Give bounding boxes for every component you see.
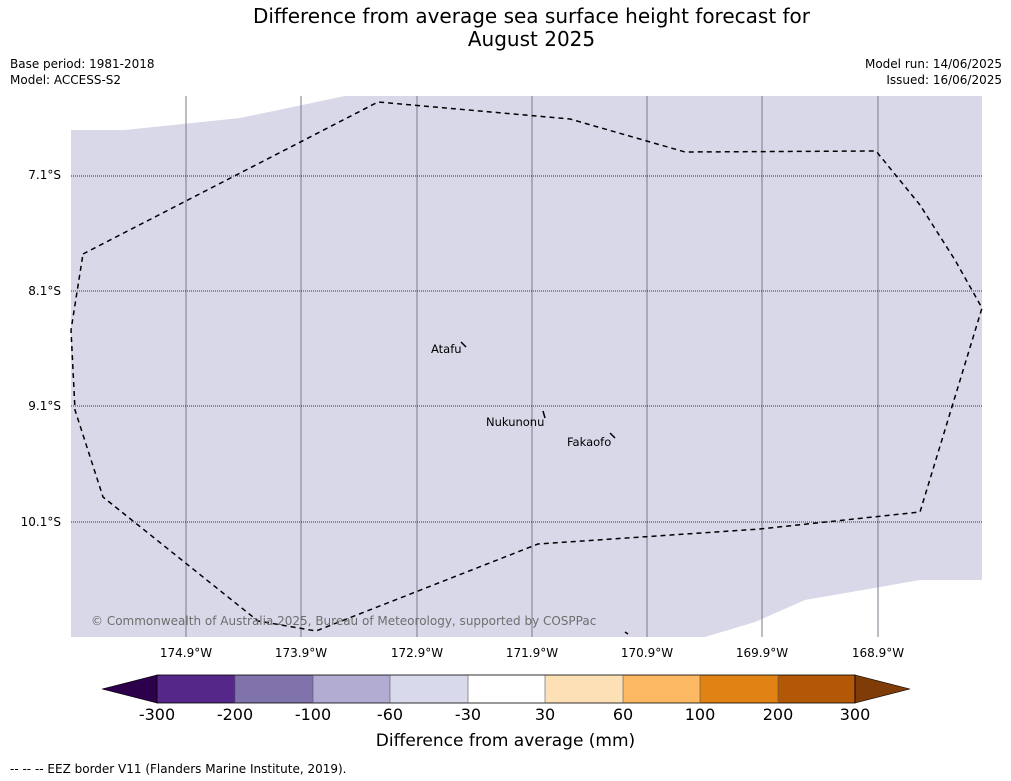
lon-label-170-9: 170.9°W [620, 646, 674, 660]
chart-title: Difference from average sea surface heig… [0, 5, 1011, 51]
base-period: Base period: 1981-2018 [10, 57, 155, 71]
model-name: Model: ACCESS-S2 [10, 73, 122, 87]
atafu-island-mark [460, 341, 467, 348]
meridian-gridlines [185, 96, 879, 637]
colorbar-tick-label: 100 [684, 705, 716, 724]
issued-date: Issued: 16/06/2025 [886, 73, 1002, 87]
eez-border [70, 101, 983, 632]
lon-label-173-9: 173.9°W [274, 646, 328, 660]
colorbar-tick-label: -300 [138, 705, 176, 724]
copyright-notice: © Commonwealth of Australia 2025, Bureau… [91, 614, 597, 628]
lon-label-172-9: 172.9°W [390, 646, 444, 660]
colorbar-tick-label: 200 [762, 705, 794, 724]
eez-legend-note: -- -- -- EEZ border V11 (Flanders Marine… [10, 762, 347, 776]
lat-label-8-1: 8.1°S [28, 284, 61, 298]
colorbar-extend-low [101, 674, 158, 704]
lon-label-168-9: 168.9°W [851, 646, 905, 660]
colorbar-bin-1 [157, 675, 235, 703]
colorbar-tick-label: 30 [534, 705, 556, 724]
model-run: Model run: 14/06/2025 [864, 57, 1002, 71]
lon-label-169-9: 169.9°W [735, 646, 789, 660]
fakaofo-island-mark [609, 432, 616, 439]
colorbar-bin-4 [390, 675, 468, 703]
meta-right: Model run: 14/06/2025 Issued: 16/06/2025 [865, 56, 1002, 88]
nukunonu-island-mark [542, 410, 546, 419]
colorbar-tick-label: -200 [216, 705, 254, 724]
lat-label-9-1: 9.1°S [28, 399, 61, 413]
colorbar-tick-label: -30 [454, 705, 482, 724]
colorbar-tick-label: 300 [839, 705, 871, 724]
lon-label-171-9: 171.9°W [505, 646, 559, 660]
colorbar-bin-7 [623, 675, 700, 703]
colorbar-tick-label: -100 [294, 705, 332, 724]
colorbar-bin-6 [545, 675, 623, 703]
lon-label-174-9: 174.9°W [159, 646, 213, 660]
island-label-fakaofo: Fakaofo [567, 435, 612, 449]
colorbar-bin-5 [468, 675, 545, 703]
colorbar-bin-2 [235, 675, 313, 703]
lat-label-7-1: 7.1°S [28, 168, 61, 182]
colorbar-bin-9 [778, 675, 855, 703]
colorbar-extend-high [854, 674, 911, 704]
lat-label-10-1: 10.1°S [20, 515, 61, 529]
island-label-nukunonu: Nukunonu [486, 415, 545, 429]
sea-height-field [71, 96, 982, 637]
colorbar-bin-3 [313, 675, 390, 703]
colorbar-tick-label: -60 [376, 705, 404, 724]
swains-island-mark [624, 631, 629, 635]
colorbar-label: Difference from average (mm) [375, 731, 636, 751]
colorbar-frame [156, 674, 856, 704]
meta-left: Base period: 1981-2018 Model: ACCESS-S2 [10, 56, 155, 88]
colorbar-bin-8 [700, 675, 778, 703]
island-label-atafu: Atafu [431, 342, 462, 356]
title-line-1: Difference from average sea surface heig… [252, 4, 811, 28]
colorbar-tick-label: 60 [612, 705, 634, 724]
colorbar [101, 674, 911, 704]
title-line-2: August 2025 [467, 27, 596, 51]
